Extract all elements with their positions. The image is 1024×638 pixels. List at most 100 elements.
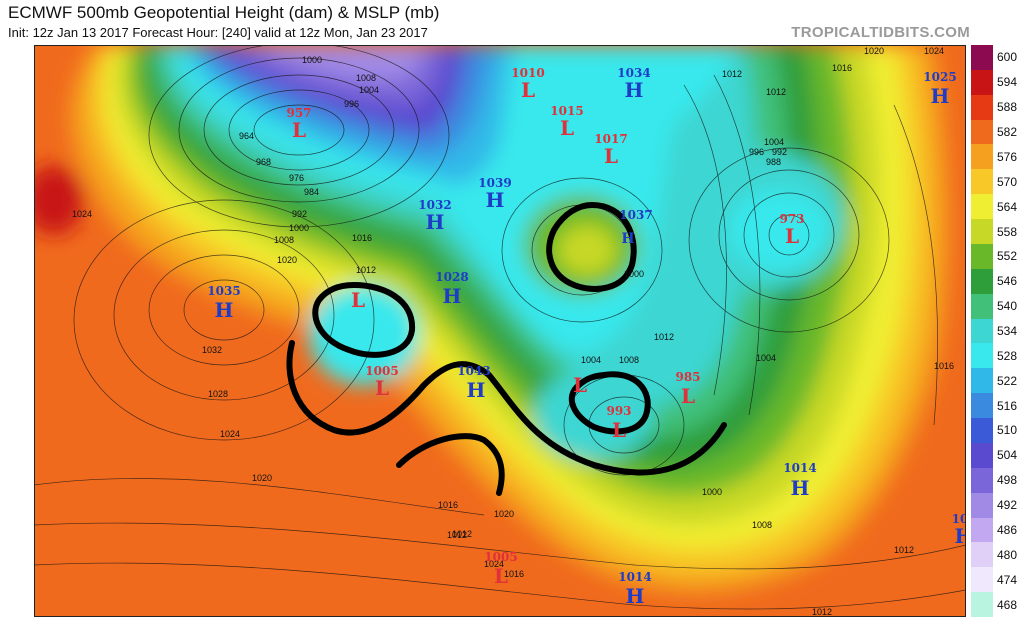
isobar-label: 1024 [924, 46, 944, 56]
svg-text:H: H [625, 78, 644, 102]
svg-text:10: 10 [952, 512, 966, 526]
colorbar-label: 594 [997, 75, 1018, 90]
weather-map: 1000 1008 1004 996 964 968 976 984 992 1… [34, 45, 966, 617]
band-498 [254, 45, 424, 81]
high-center: 10H [952, 512, 966, 548]
svg-text:973: 973 [779, 212, 804, 226]
svg-text:1043: 1043 [457, 364, 490, 378]
isobar-label: 964 [239, 131, 254, 141]
colorbar [971, 45, 993, 618]
svg-text:1035: 1035 [207, 284, 240, 298]
contour-central-trough [534, 370, 654, 460]
colorbar-label: 510 [997, 423, 1018, 438]
svg-text:H: H [931, 84, 950, 108]
colorbar-label: 480 [997, 547, 1018, 562]
colorbar-swatch [971, 293, 993, 319]
isobar-label: 976 [289, 173, 304, 183]
annotations [286, 201, 727, 496]
colorbar-swatch [971, 268, 993, 294]
annotation-central-low-circle [568, 371, 651, 435]
svg-text:H: H [426, 210, 445, 234]
chart-subtitle: Init: 12z Jan 13 2017 Forecast Hour: [24… [8, 25, 428, 40]
contour-pacific-ridge [34, 165, 84, 235]
brand-watermark: TROPICALTIDBITS.COM [791, 24, 970, 41]
svg-text:L: L [612, 418, 626, 442]
svg-text:H: H [215, 298, 234, 322]
svg-text:1034: 1034 [617, 66, 650, 80]
contour-cutoff-core [557, 224, 617, 276]
isobar-label: 1020 [252, 473, 272, 483]
isobar-label: 992 [772, 147, 787, 157]
colorbar-swatch [971, 567, 993, 593]
svg-text:1025: 1025 [923, 70, 956, 84]
svg-text:1015: 1015 [550, 104, 583, 118]
svg-text:H: H [621, 231, 634, 247]
colorbar-swatch [971, 45, 993, 70]
annotation-trough-line [286, 340, 727, 476]
svg-text:L: L [681, 384, 695, 408]
colorbar-swatch [971, 492, 993, 518]
isobar-label: 1008 [619, 355, 639, 365]
isobar-label: 1012 [766, 87, 786, 97]
isobar-label: 992 [292, 209, 307, 219]
isobar-label: 984 [304, 187, 319, 197]
svg-text:L: L [351, 288, 365, 312]
colorbar-label: 492 [997, 498, 1018, 513]
isobar-label: 1024 [220, 429, 240, 439]
low-center: L [573, 373, 587, 397]
isobar-label: 988 [766, 157, 781, 167]
colorbar-label: 576 [997, 149, 1018, 164]
svg-text:1039: 1039 [478, 176, 511, 190]
colorbar-swatch [971, 169, 993, 195]
colorbar-label: 528 [997, 348, 1018, 363]
colorbar-label: 552 [997, 249, 1018, 264]
colorbar-swatch [971, 418, 993, 444]
svg-text:993: 993 [606, 404, 631, 418]
isobar-label: 1008 [752, 520, 772, 530]
isobar-label: 1000 [702, 487, 722, 497]
colorbar-swatch [971, 119, 993, 145]
map-border [34, 45, 966, 617]
isobars [34, 45, 966, 610]
colorbar-swatch [971, 69, 993, 95]
isobar-label: 1024 [484, 559, 504, 569]
isobar-label: 1028 [208, 389, 228, 399]
isobar-label: 1000 [289, 223, 309, 233]
colorbar-label: 558 [997, 224, 1018, 239]
colorbar-label: 516 [997, 398, 1018, 413]
contour-atlantic-low-core [729, 190, 829, 270]
svg-text:1010: 1010 [511, 66, 544, 80]
svg-text:1014: 1014 [618, 570, 651, 584]
colorbar-swatch [971, 393, 993, 419]
colorbar-swatch [971, 144, 993, 170]
isobar-label: 1008 [356, 73, 376, 83]
annotation-southwest-arc [396, 433, 505, 496]
isobar-label: 1016 [934, 361, 954, 371]
colorbar-label: 582 [997, 125, 1018, 140]
isobar-label: 1004 [756, 353, 776, 363]
isobar-label: 1012 [356, 265, 376, 275]
isobar-label: 1008 [274, 235, 294, 245]
colorbar-label: 504 [997, 448, 1018, 463]
svg-text:L: L [521, 78, 535, 102]
svg-text:H: H [791, 476, 810, 500]
isobar-label: 1012 [894, 545, 914, 555]
isobar-label: 996 [344, 99, 359, 109]
colorbar-label: 564 [997, 199, 1018, 214]
colorbar-swatch [971, 442, 993, 468]
isobar-label: 1020 [277, 255, 297, 265]
